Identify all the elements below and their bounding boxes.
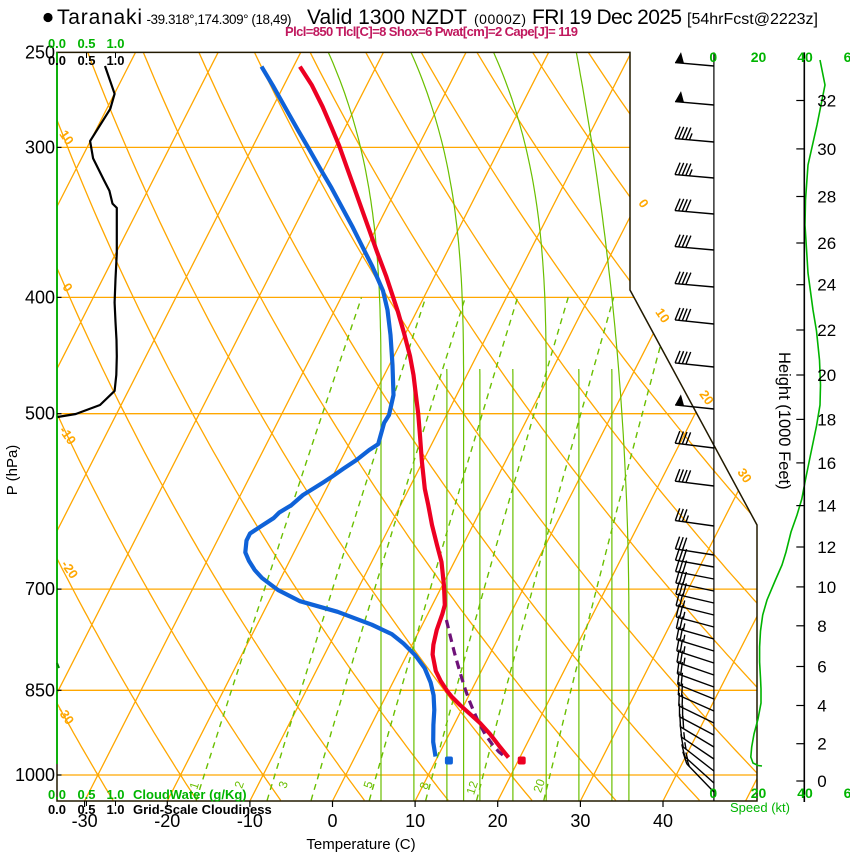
svg-text:0.5: 0.5 <box>77 787 95 802</box>
svg-text:Taranaki: Taranaki <box>57 6 142 29</box>
svg-text:-39.318°,174.309° (18,49): -39.318°,174.309° (18,49) <box>147 12 292 27</box>
svg-text:6: 6 <box>817 658 826 677</box>
svg-text:1.0: 1.0 <box>106 787 124 802</box>
svg-text:0.5: 0.5 <box>77 802 95 817</box>
svg-text:0: 0 <box>709 49 717 65</box>
svg-text:20: 20 <box>817 366 836 385</box>
svg-text:Temperature (C): Temperature (C) <box>306 836 415 853</box>
svg-text:[54hrFcst@2223z]: [54hrFcst@2223z] <box>687 11 818 28</box>
svg-text:20: 20 <box>751 49 767 65</box>
svg-text:1000: 1000 <box>15 765 55 785</box>
svg-text:500: 500 <box>25 404 55 424</box>
svg-text:300: 300 <box>25 137 55 157</box>
svg-text:40: 40 <box>797 785 813 801</box>
svg-text:4: 4 <box>817 697 826 716</box>
svg-text:14: 14 <box>817 497 836 516</box>
svg-text:26: 26 <box>817 234 836 253</box>
svg-text:0.0: 0.0 <box>48 53 66 68</box>
svg-text:6: 6 <box>844 49 850 65</box>
svg-text:12: 12 <box>817 538 836 557</box>
svg-text:P (hPa): P (hPa) <box>4 445 21 496</box>
svg-text:0: 0 <box>709 785 717 801</box>
svg-text:32: 32 <box>817 92 836 111</box>
svg-text:0.0: 0.0 <box>48 36 66 51</box>
svg-text:20: 20 <box>488 811 508 831</box>
svg-text:Speed (kt): Speed (kt) <box>730 800 790 815</box>
svg-text:0.0: 0.0 <box>48 787 66 802</box>
svg-text:10: 10 <box>405 811 425 831</box>
svg-text:2: 2 <box>817 735 826 754</box>
svg-text:850: 850 <box>25 680 55 700</box>
svg-text:700: 700 <box>25 579 55 599</box>
svg-text:400: 400 <box>25 287 55 307</box>
svg-text:30: 30 <box>817 140 836 159</box>
svg-text:1.0: 1.0 <box>106 802 124 817</box>
svg-text:28: 28 <box>817 188 836 207</box>
svg-text:Plcl=850 Tlcl[C]=8 Shox=6 Pwat: Plcl=850 Tlcl[C]=8 Shox=6 Pwat[cm]=2 Cap… <box>285 24 578 39</box>
svg-text:0.5: 0.5 <box>77 36 95 51</box>
svg-text:30: 30 <box>570 811 590 831</box>
svg-text:Height (1000 Feet): Height (1000 Feet) <box>775 352 793 490</box>
svg-text:40: 40 <box>797 49 813 65</box>
svg-text:1.0: 1.0 <box>106 36 124 51</box>
svg-text:8: 8 <box>817 617 826 636</box>
svg-text:0.0: 0.0 <box>48 802 66 817</box>
svg-text:0: 0 <box>817 772 826 791</box>
svg-text:16: 16 <box>817 454 836 473</box>
svg-text:22: 22 <box>817 321 836 340</box>
svg-text:CloudWater (g/Kg): CloudWater (g/Kg) <box>133 787 247 802</box>
svg-text:20: 20 <box>751 785 767 801</box>
svg-text:0.5: 0.5 <box>77 53 95 68</box>
svg-text:40: 40 <box>653 811 673 831</box>
svg-text:6: 6 <box>844 785 850 801</box>
svg-text:1.0: 1.0 <box>106 53 124 68</box>
svg-text:24: 24 <box>817 276 836 295</box>
svg-text:Grid-Scale Cloudiness: Grid-Scale Cloudiness <box>133 802 272 817</box>
svg-text:10: 10 <box>817 578 836 597</box>
svg-text:18: 18 <box>817 410 836 429</box>
svg-text:0: 0 <box>327 811 337 831</box>
